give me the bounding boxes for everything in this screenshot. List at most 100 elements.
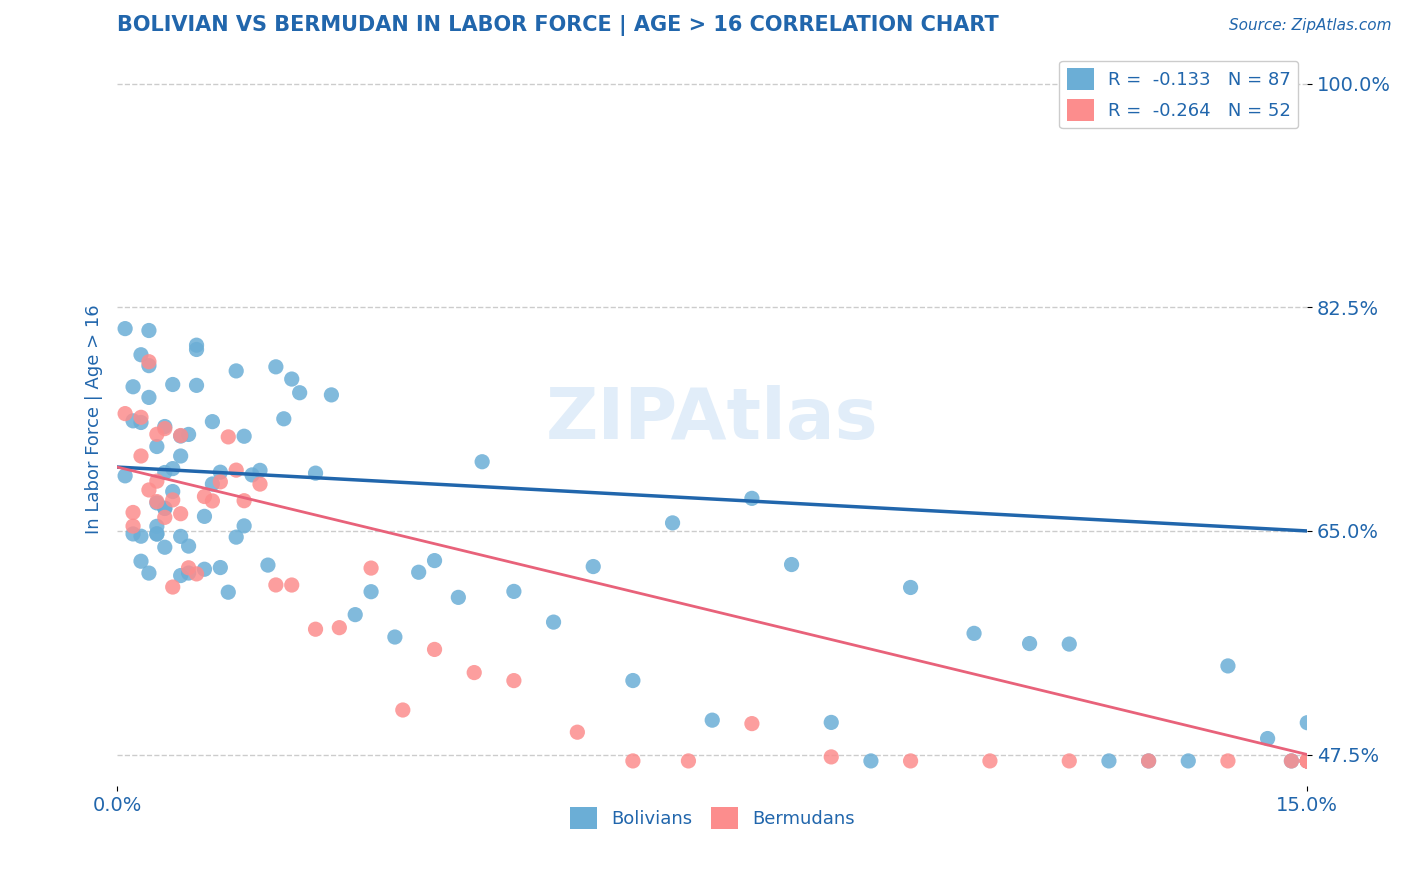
Point (114, 321, 136, 335)
Point (138, 355, 160, 369)
Point (177, 561, 200, 575)
Point (264, 578, 287, 592)
Point (153, 419, 176, 434)
Legend: Bolivians, Bermudans: Bolivians, Bermudans (562, 800, 862, 836)
Point (621, 673, 644, 688)
Point (162, 484, 184, 499)
Point (146, 526, 169, 541)
Point (169, 507, 191, 521)
Point (129, 348, 152, 362)
Point (138, 391, 160, 405)
Point (249, 463, 271, 477)
Point (138, 483, 160, 497)
Point (543, 615, 565, 629)
Point (288, 385, 311, 400)
Point (153, 421, 176, 435)
Point (408, 566, 430, 580)
Text: BOLIVIAN VS BERMUDAN IN LABOR FORCE | AGE > 16 CORRELATION CHART: BOLIVIAN VS BERMUDAN IN LABOR FORCE | AG… (117, 15, 998, 36)
Point (129, 410, 152, 425)
Point (129, 449, 152, 463)
Point (138, 324, 160, 338)
Point (177, 539, 200, 553)
Point (146, 474, 169, 488)
Point (162, 492, 184, 507)
Point (177, 566, 200, 580)
Point (1296, 754, 1319, 768)
Point (820, 750, 842, 764)
Point (661, 516, 683, 530)
Point (900, 581, 922, 595)
Point (471, 455, 494, 469)
Point (1296, 754, 1319, 768)
Point (1216, 754, 1239, 768)
Point (1137, 754, 1160, 768)
Point (240, 467, 263, 482)
Point (193, 509, 215, 524)
Point (146, 427, 169, 442)
Point (423, 642, 446, 657)
Point (162, 580, 184, 594)
Point (225, 463, 247, 477)
Point (146, 519, 169, 533)
Point (384, 630, 406, 644)
Point (1216, 659, 1239, 673)
Point (177, 427, 200, 442)
Point (153, 501, 176, 516)
Point (209, 465, 232, 479)
Point (169, 429, 191, 443)
Point (1296, 754, 1319, 768)
Point (233, 493, 256, 508)
Point (1296, 754, 1319, 768)
Point (146, 494, 169, 508)
Point (201, 415, 224, 429)
Point (217, 430, 239, 444)
Point (678, 754, 700, 768)
Point (321, 388, 343, 402)
Point (304, 466, 326, 480)
Point (162, 461, 184, 475)
Point (1257, 731, 1279, 746)
Point (129, 529, 152, 543)
Point (129, 554, 152, 568)
Point (169, 568, 191, 582)
Point (360, 584, 382, 599)
Point (447, 591, 470, 605)
Point (201, 494, 224, 508)
Point (153, 510, 176, 524)
Y-axis label: In Labor Force | Age > 16: In Labor Force | Age > 16 (86, 304, 103, 534)
Point (1296, 754, 1319, 768)
Point (979, 754, 1001, 768)
Point (122, 414, 145, 428)
Point (138, 359, 160, 373)
Point (1279, 754, 1302, 768)
Point (741, 491, 763, 506)
Point (225, 364, 247, 378)
Point (257, 558, 280, 573)
Point (233, 429, 256, 443)
Text: Source: ZipAtlas.com: Source: ZipAtlas.com (1229, 18, 1392, 33)
Point (209, 475, 232, 489)
Point (122, 519, 145, 533)
Point (702, 713, 724, 727)
Point (463, 665, 485, 680)
Point (114, 468, 136, 483)
Point (391, 703, 413, 717)
Point (1296, 754, 1319, 768)
Point (502, 673, 524, 688)
Point (423, 553, 446, 567)
Point (233, 519, 256, 533)
Point (1057, 637, 1080, 651)
Point (153, 466, 176, 480)
Point (1296, 754, 1319, 768)
Point (146, 496, 169, 510)
Point (114, 407, 136, 421)
Point (193, 490, 215, 504)
Point (741, 716, 763, 731)
Point (186, 378, 208, 392)
Point (217, 585, 239, 599)
Point (122, 506, 145, 520)
Text: ZIPAtlas: ZIPAtlas (546, 384, 879, 454)
Point (1018, 636, 1040, 650)
Point (193, 562, 215, 576)
Point (169, 529, 191, 543)
